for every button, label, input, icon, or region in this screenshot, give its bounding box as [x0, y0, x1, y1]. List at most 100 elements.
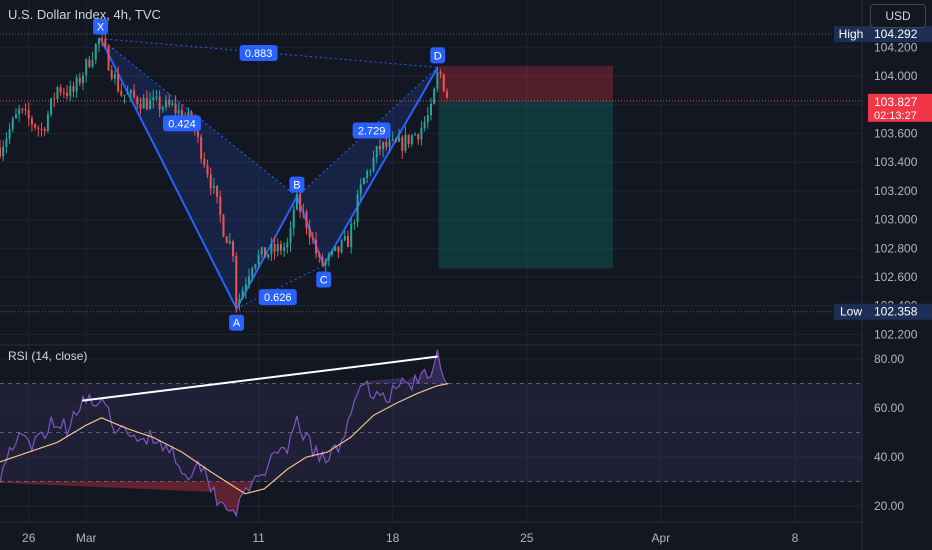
- time-tick-label: 18: [386, 531, 400, 545]
- candle: [104, 32, 107, 49]
- candle-body: [53, 98, 56, 100]
- rsi-line: [0, 349, 448, 518]
- candle: [241, 286, 244, 300]
- candle: [168, 93, 171, 108]
- take-profit-zone[interactable]: [438, 100, 613, 269]
- high-badge-label-bg: [834, 26, 868, 43]
- candle-body: [94, 44, 97, 61]
- candle-body: [318, 253, 321, 257]
- candle-body: [414, 134, 417, 136]
- candle-body: [46, 114, 49, 131]
- candle: [270, 237, 273, 261]
- candle-body: [171, 103, 174, 105]
- candle-body: [120, 91, 123, 96]
- stop-loss-zone[interactable]: [438, 65, 613, 101]
- candle-body: [273, 244, 276, 252]
- pattern-ratio-label-text: 0.626: [264, 292, 292, 304]
- candle-body: [248, 276, 251, 285]
- candle: [340, 238, 343, 254]
- candle: [394, 137, 397, 143]
- currency-selector-button[interactable]: USD: [870, 4, 926, 28]
- candle-body: [88, 59, 91, 67]
- candle: [375, 145, 378, 164]
- candle-body: [321, 256, 324, 266]
- pattern-point-d: D: [430, 47, 446, 64]
- candle-body: [59, 87, 62, 93]
- candle: [398, 129, 401, 143]
- candle-body: [180, 110, 183, 120]
- candle: [123, 94, 126, 104]
- candle-body: [286, 243, 289, 248]
- candle-body: [8, 129, 11, 139]
- candle-body: [401, 137, 404, 151]
- candle-body: [161, 107, 164, 110]
- candle-body: [117, 74, 120, 92]
- candle: [430, 97, 432, 121]
- candle-body: [104, 38, 107, 47]
- short-position-tool[interactable]: [0, 65, 862, 269]
- candle: [337, 246, 340, 259]
- candle: [401, 135, 404, 159]
- candle-body: [107, 46, 110, 71]
- candle-body: [136, 97, 139, 105]
- candle-body: [174, 103, 177, 114]
- candle: [251, 266, 254, 282]
- candle-body: [302, 211, 305, 213]
- candle: [404, 126, 407, 154]
- candle-body: [391, 138, 394, 141]
- candle: [378, 139, 381, 155]
- candle: [82, 71, 85, 91]
- candle-body: [113, 74, 116, 79]
- candle: [407, 134, 410, 148]
- candle-body: [97, 38, 100, 45]
- candle: [120, 83, 123, 97]
- candle: [209, 167, 212, 196]
- candle: [289, 220, 292, 252]
- candle-body: [142, 98, 145, 109]
- candle-body: [24, 109, 27, 111]
- candle: [94, 42, 97, 65]
- rsi-oversold-fill: [0, 481, 253, 516]
- price-tick-label: 104.200: [874, 40, 918, 54]
- candle: [372, 150, 375, 173]
- pattern-point-b-bg: [289, 176, 305, 193]
- candle: [228, 233, 231, 245]
- candle: [113, 69, 116, 85]
- high-badge-value: 104.292: [874, 27, 918, 41]
- candle: [238, 293, 241, 311]
- candle-body: [110, 70, 113, 79]
- pattern-point-x: X: [93, 18, 109, 35]
- time-tick-label: Apr: [652, 531, 671, 545]
- candle-body: [353, 222, 356, 224]
- candle-body: [82, 75, 85, 84]
- candle-body: [410, 135, 413, 144]
- candle: [165, 94, 168, 111]
- pattern-triangle-xab: [100, 38, 297, 309]
- candle: [321, 253, 324, 267]
- price-tick-label: 102.800: [874, 241, 918, 255]
- pattern-point-b-text: B: [293, 180, 300, 192]
- candle: [136, 95, 139, 110]
- harmonic-pattern[interactable]: [99, 38, 439, 311]
- candle-body: [212, 185, 215, 189]
- candle-body: [279, 244, 282, 251]
- candle: [445, 88, 448, 100]
- rsi-tick-label: 40.00: [874, 450, 904, 464]
- candle: [327, 251, 330, 267]
- candle: [382, 141, 385, 158]
- candle: [302, 203, 305, 219]
- price-tick-label: 104.000: [874, 69, 918, 83]
- rsi-divergence-trendline[interactable]: [82, 355, 438, 402]
- rsi-tick-label: 60.00: [874, 401, 904, 415]
- candle-body: [145, 98, 148, 110]
- candle-body: [85, 59, 88, 76]
- candle-body: [404, 134, 407, 151]
- candle: [43, 126, 46, 136]
- candle: [295, 190, 298, 211]
- candle: [72, 81, 75, 98]
- candle-body: [40, 128, 43, 130]
